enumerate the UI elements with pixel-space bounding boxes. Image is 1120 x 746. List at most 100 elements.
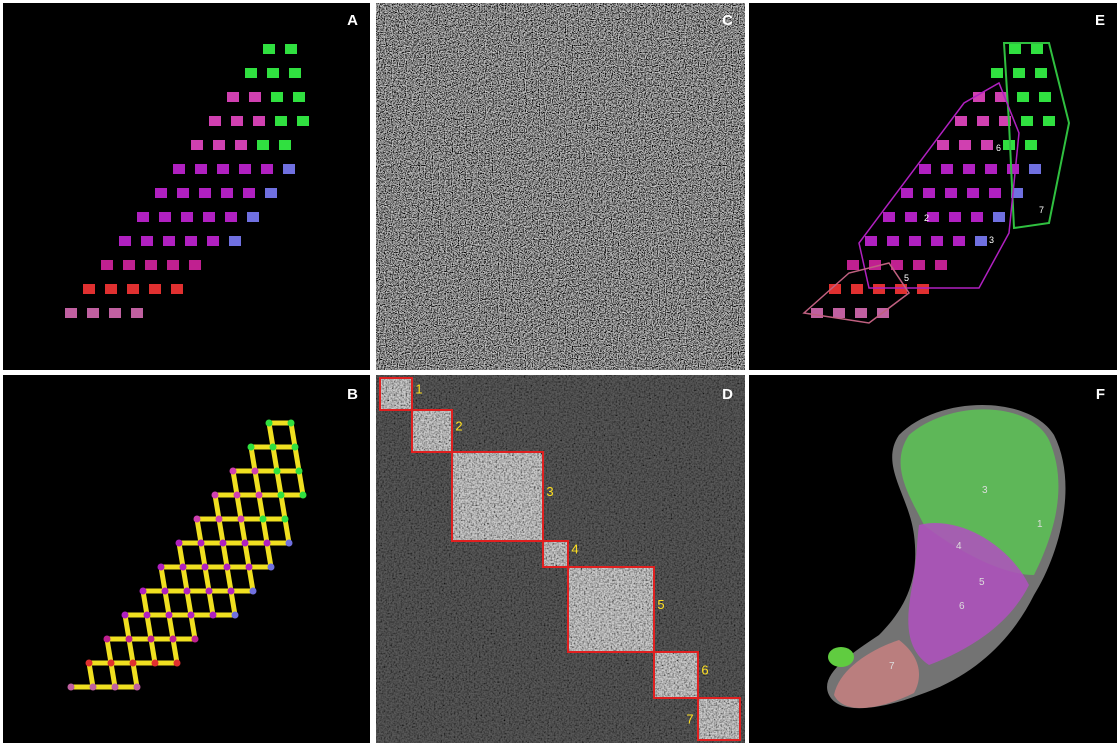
edge: [140, 590, 150, 616]
edge: [224, 566, 234, 592]
cluster-fill: [568, 567, 654, 652]
node: [251, 467, 259, 475]
voxel: [955, 116, 967, 126]
voxel: [855, 308, 867, 318]
voxel: [945, 188, 957, 198]
voxel: [101, 260, 113, 270]
voxel: [65, 308, 77, 318]
node: [259, 515, 267, 523]
cluster-label: 5: [657, 597, 664, 612]
node: [295, 467, 303, 475]
voxel: [267, 68, 279, 78]
region-small-green: [828, 647, 854, 667]
edge: [180, 566, 190, 592]
edge: [86, 662, 96, 688]
voxel: [941, 164, 953, 174]
node: [291, 443, 299, 451]
voxel: [1029, 164, 1041, 174]
edge: [230, 470, 240, 496]
edge: [188, 614, 198, 640]
voxel: [141, 236, 153, 246]
voxel: [1013, 68, 1025, 78]
edge: [220, 542, 230, 568]
node: [201, 563, 209, 571]
panel-f: 3 1 4 5 6 7 F: [749, 375, 1117, 743]
node: [165, 611, 173, 619]
node: [133, 683, 141, 691]
voxel: [829, 284, 841, 294]
node: [245, 563, 253, 571]
node: [161, 587, 169, 595]
voxel: [1021, 116, 1033, 126]
edge: [256, 494, 266, 520]
edge: [278, 494, 288, 520]
cluster-box: [451, 451, 544, 542]
voxel: [991, 68, 1003, 78]
node: [219, 539, 227, 547]
cluster-fill: [543, 541, 568, 567]
voxel: [167, 260, 179, 270]
voxel: [895, 284, 907, 294]
voxel: [993, 212, 1005, 222]
voxel: [1025, 140, 1037, 150]
voxel: [253, 116, 265, 126]
voxel: [159, 212, 171, 222]
voxel: [217, 164, 229, 174]
cluster-box: [411, 409, 453, 453]
node: [183, 587, 191, 595]
voxel: [1007, 164, 1019, 174]
voxel: [293, 92, 305, 102]
voxel: [927, 212, 939, 222]
node: [193, 515, 201, 523]
cluster-fill: [412, 410, 452, 452]
edge: [122, 614, 132, 640]
panel-label: B: [347, 386, 358, 403]
node: [151, 659, 159, 667]
voxel: [963, 164, 975, 174]
node: [169, 635, 177, 643]
voxel: [283, 164, 295, 174]
region-label: 1: [1037, 519, 1043, 530]
voxel: [199, 188, 211, 198]
voxel: [229, 236, 241, 246]
cluster-label: 2: [455, 418, 462, 433]
region-pink: [834, 640, 919, 708]
node: [205, 587, 213, 595]
voxel: [289, 68, 301, 78]
voxel: [227, 92, 239, 102]
cluster-fill: [654, 652, 698, 698]
voxel: [225, 212, 237, 222]
edge: [206, 590, 216, 616]
node: [269, 443, 277, 451]
panel-d: 1 2 3 4 5 6 7 D: [376, 375, 745, 743]
edge: [162, 590, 172, 616]
voxel: [137, 212, 149, 222]
voxel: [1031, 44, 1043, 54]
node: [263, 539, 271, 547]
node: [187, 611, 195, 619]
voxel: [87, 308, 99, 318]
panel-background: [749, 3, 1117, 370]
voxel: [869, 260, 881, 270]
node: [265, 419, 273, 427]
edge: [264, 542, 274, 568]
node: [247, 443, 255, 451]
voxel: [181, 212, 193, 222]
voxel: [959, 140, 971, 150]
voxel: [865, 236, 877, 246]
node: [267, 563, 275, 571]
voxel: [245, 68, 257, 78]
voxel: [971, 212, 983, 222]
panel-a: A: [3, 3, 370, 370]
node: [273, 467, 281, 475]
region-label: 7: [889, 661, 895, 672]
node: [209, 611, 217, 619]
node: [229, 467, 237, 475]
voxel: [131, 308, 143, 318]
voxel: [917, 284, 929, 294]
voxel: [973, 92, 985, 102]
voxel: [981, 140, 993, 150]
voxel: [985, 164, 997, 174]
node: [85, 659, 93, 667]
voxel: [163, 236, 175, 246]
